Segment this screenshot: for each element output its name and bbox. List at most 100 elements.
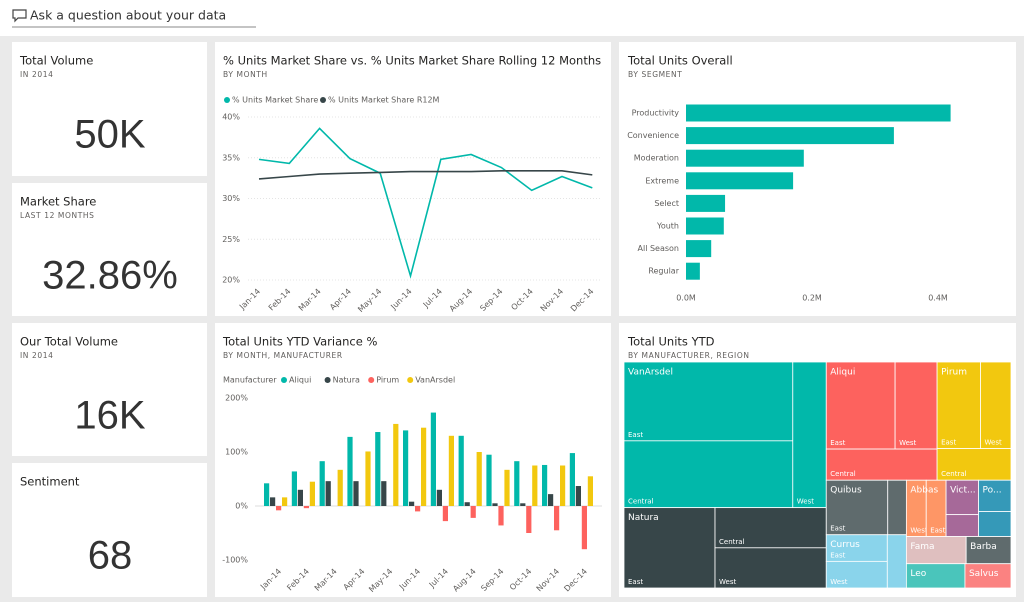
- treemap-cell: [905, 536, 967, 565]
- bar: [309, 481, 315, 506]
- manufacturer-label: Aliqui: [830, 368, 855, 378]
- line: [258, 169, 593, 180]
- card-title: Sentiment: [20, 475, 80, 489]
- region-label: West: [910, 527, 927, 535]
- bar: [526, 506, 532, 533]
- qa-input[interactable]: Ask a question about your data: [30, 8, 226, 23]
- bar: [375, 432, 381, 506]
- bar: [291, 471, 297, 506]
- y-tick-label: Select: [654, 199, 679, 208]
- legend-marker: [407, 377, 414, 383]
- bar: [581, 506, 587, 550]
- treemap-cell: [965, 536, 1012, 565]
- tile[interactable]: [12, 42, 207, 176]
- tile[interactable]: [215, 323, 611, 597]
- card-value: 16K: [74, 394, 145, 438]
- legend-label: Natura: [333, 376, 360, 385]
- treemap-cell: [978, 511, 1012, 537]
- bar: [430, 412, 436, 506]
- bar: [486, 454, 492, 506]
- legend-marker: [281, 377, 287, 383]
- bar: [448, 435, 454, 506]
- y-tick-label: 20%: [222, 276, 240, 285]
- bar: [264, 483, 270, 506]
- y-tick-label: 200%: [225, 394, 248, 403]
- legend-label: Aliqui: [289, 376, 311, 385]
- treemap-cell: [980, 361, 1012, 450]
- y-tick-label: -100%: [222, 556, 248, 565]
- chart-title: Total Units Overall: [627, 54, 733, 68]
- bar: [514, 461, 520, 506]
- bar: [403, 430, 409, 506]
- treemap-cell: [714, 507, 827, 549]
- manufacturer-label: Leo: [910, 569, 926, 579]
- bar: [686, 262, 700, 280]
- manufacturer-label: Fama: [910, 542, 934, 552]
- bar: [458, 435, 464, 506]
- bar: [464, 502, 470, 506]
- treemap-cell: [886, 534, 907, 589]
- x-tick-label: 0.0M: [676, 294, 696, 303]
- bar: [337, 469, 343, 506]
- bar: [365, 451, 371, 506]
- region-label: West: [797, 498, 814, 506]
- region-label: East: [830, 439, 845, 447]
- card-subtitle: IN 2014: [20, 70, 54, 79]
- treemap-cell: [905, 563, 966, 589]
- bar: [542, 464, 548, 506]
- x-tick-label: 0.2M: [802, 294, 822, 303]
- card-value: 68: [88, 534, 133, 578]
- bar: [520, 503, 526, 506]
- legend-marker: [324, 377, 331, 383]
- y-tick-label: Regular: [648, 267, 679, 276]
- treemap-cell: [894, 361, 938, 450]
- manufacturer-label: Barba: [970, 542, 997, 552]
- card-value: 32.86%: [42, 254, 178, 298]
- qa-bar: [0, 0, 1024, 36]
- y-tick-label: Productivity: [632, 109, 680, 118]
- tile[interactable]: [12, 323, 207, 456]
- region-label: West: [830, 578, 847, 586]
- legend-label: % Units Market Share: [232, 96, 318, 105]
- bar: [532, 465, 538, 506]
- region-label: Central: [830, 470, 856, 478]
- card-value: 50K: [74, 113, 145, 157]
- chart-subtitle: BY MONTH, MANUFACTURER: [223, 351, 343, 360]
- legend-marker: [320, 97, 326, 103]
- legend-label: Pirum: [376, 376, 399, 385]
- bar: [492, 503, 498, 506]
- bar: [560, 465, 566, 506]
- bar: [282, 497, 288, 506]
- bar: [498, 506, 504, 526]
- manufacturer-label: Abbas: [910, 486, 938, 496]
- card-subtitle: LAST 12 MONTHS: [20, 211, 95, 220]
- bar: [325, 481, 331, 506]
- tile[interactable]: [12, 183, 207, 316]
- bar: [347, 436, 353, 506]
- bar: [409, 501, 415, 506]
- bar: [587, 476, 593, 506]
- manufacturer-label: Currus: [830, 540, 860, 550]
- bar: [686, 149, 804, 167]
- treemap-cell: [825, 448, 938, 481]
- tile[interactable]: [12, 463, 207, 597]
- bar: [504, 469, 510, 506]
- legend-marker: [368, 377, 375, 383]
- legend-title: Manufacturer: [223, 376, 277, 385]
- x-tick-label: 0.4M: [928, 294, 948, 303]
- bar: [554, 506, 560, 531]
- manufacturer-label: Quibus: [830, 486, 862, 496]
- treemap-cell: [887, 479, 907, 536]
- bar: [686, 240, 712, 258]
- y-tick-label: Moderation: [634, 154, 679, 163]
- tile[interactable]: [215, 42, 611, 316]
- manufacturer-label: Natura: [628, 513, 659, 523]
- legend-label: % Units Market Share R12M: [328, 96, 440, 105]
- bar: [575, 486, 581, 506]
- qa-icon[interactable]: [12, 9, 27, 23]
- region-label: Central: [719, 538, 745, 546]
- region-label: Central: [941, 470, 967, 478]
- tile[interactable]: [619, 42, 1016, 316]
- region-label: East: [628, 578, 643, 586]
